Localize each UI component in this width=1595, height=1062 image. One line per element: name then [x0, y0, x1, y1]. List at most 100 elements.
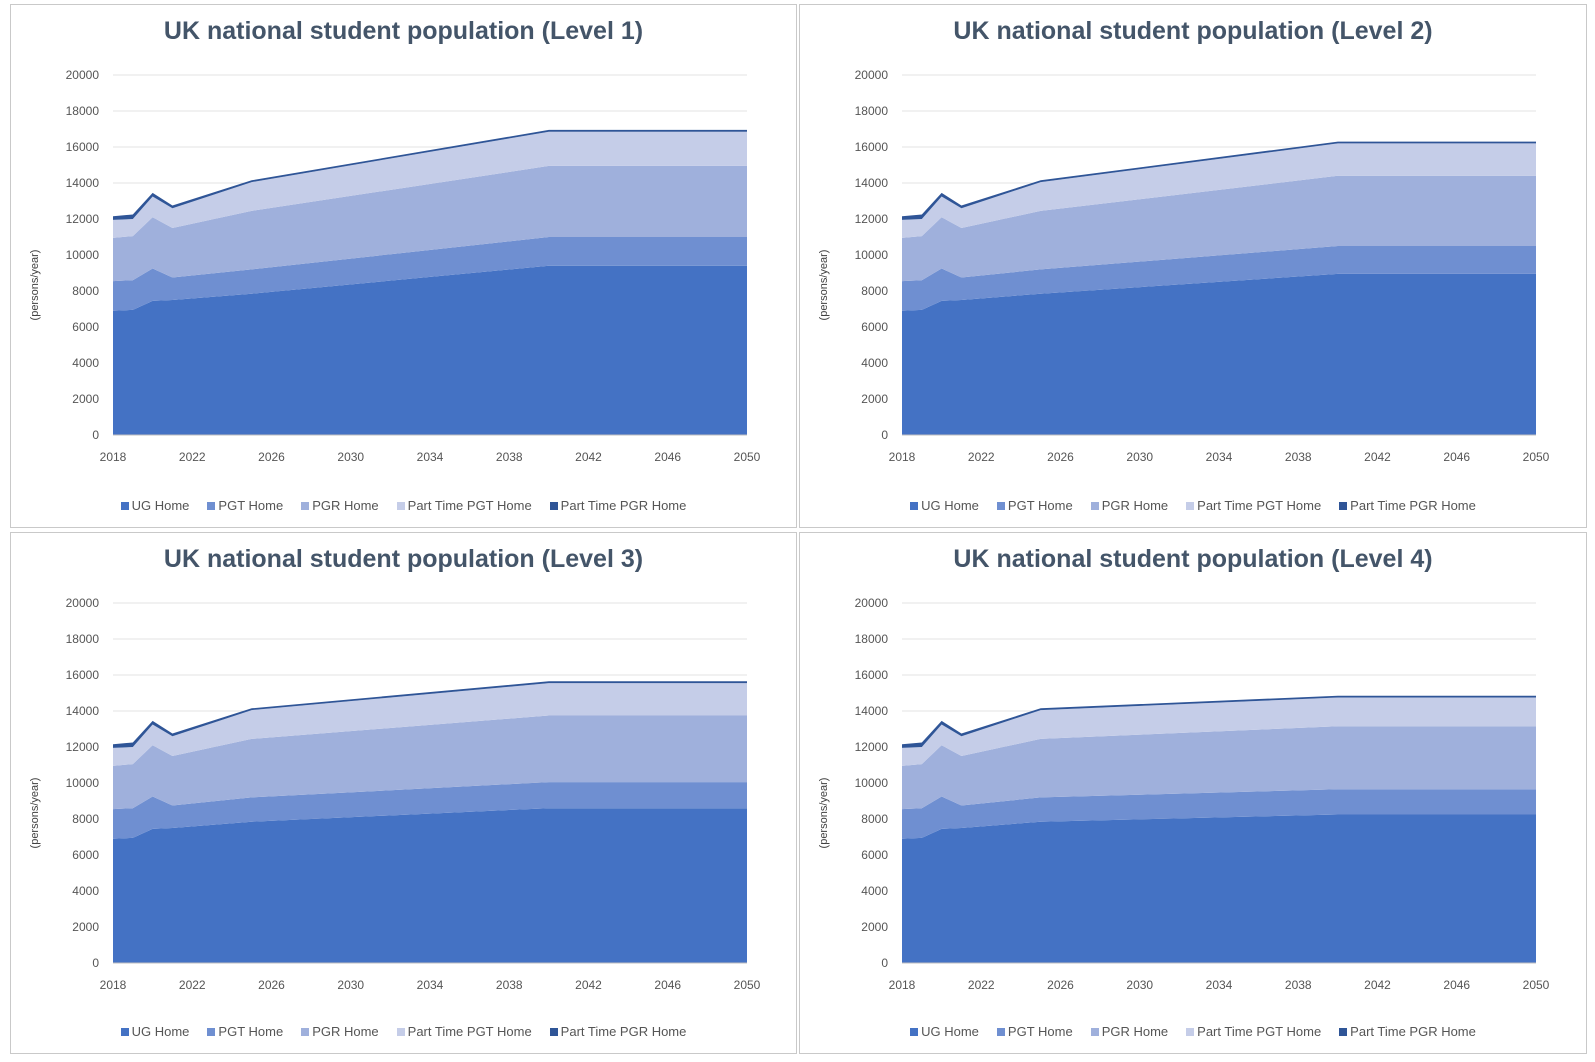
y-tick-label: 20000 [855, 68, 889, 82]
x-tick-label: 2042 [1364, 978, 1391, 992]
x-tick-label: 2030 [337, 450, 364, 464]
legend-label: UG Home [921, 498, 979, 513]
x-tick-label: 2034 [417, 450, 444, 464]
legend-item-ug-home: UG Home [120, 498, 190, 513]
legend: UG Home PGT Home PGR Home Part Time PGT … [11, 1024, 796, 1039]
x-tick-label: 2034 [1206, 978, 1233, 992]
legend-label: Part Time PGT Home [1197, 498, 1322, 513]
y-tick-label: 6000 [72, 848, 99, 862]
legend-swatch [396, 1027, 405, 1036]
area-part-time-pgr-home [902, 141, 1536, 220]
y-tick-label: 14000 [66, 704, 100, 718]
legend-label: PGR Home [1101, 1024, 1169, 1039]
legend-item-part-time-pgt-home: Part Time PGT Home [1186, 1024, 1321, 1039]
y-tick-label: 16000 [855, 668, 889, 682]
y-tick-label: 10000 [855, 248, 889, 262]
legend-label: Part Time PGR Home [1350, 1024, 1476, 1039]
x-tick-label: 2022 [179, 450, 206, 464]
y-tick-label: 4000 [72, 884, 99, 898]
legend-item-part-time-pgr-home: Part Time PGR Home [1339, 498, 1476, 513]
x-tick-label: 2046 [654, 450, 681, 464]
chart-panel-level-4: UK national student population (Level 4)… [799, 532, 1587, 1054]
x-tick-label: 2030 [337, 978, 364, 992]
legend-item-pgt-home: PGT Home [207, 498, 283, 513]
legend-label: PGR Home [312, 1024, 379, 1039]
y-tick-label: 4000 [72, 356, 99, 370]
y-tick-label: 12000 [66, 212, 100, 226]
y-tick-label: 2000 [861, 920, 888, 934]
y-tick-label: 2000 [861, 392, 888, 406]
x-tick-label: 2050 [1523, 450, 1550, 464]
area-part-time-pgr-home [902, 695, 1536, 748]
x-tick-label: 2030 [1126, 450, 1153, 464]
chart-title: UK national student population (Level 4) [953, 545, 1433, 573]
x-tick-label: 2018 [889, 978, 916, 992]
area-pgr-home [902, 175, 1536, 282]
x-tick-label: 2050 [1523, 978, 1550, 992]
legend-swatch [549, 501, 558, 510]
legend-swatch [1090, 1027, 1099, 1036]
legend-label: Part Time PGR Home [1350, 498, 1476, 513]
x-tick-label: 2030 [1126, 978, 1153, 992]
y-tick-label: 20000 [855, 596, 889, 610]
area-part-time-pgt-home [113, 683, 747, 766]
legend-swatch [910, 501, 919, 510]
legend-swatch [1339, 1027, 1348, 1036]
y-tick-label: 10000 [66, 776, 100, 790]
legend-swatch [301, 501, 310, 510]
area-ug-home [113, 808, 747, 963]
area-pgr-home [113, 715, 747, 810]
area-part-time-pgt-home [113, 131, 747, 238]
area-chart: 0 2000 4000 6000 8000 10000 12000 14000 16000 180… [66, 68, 761, 464]
x-tick-label: 2050 [734, 978, 761, 992]
legend: UG Home PGT Home PGR Home Part Time PGT … [800, 1024, 1586, 1039]
legend-label: Part Time PGR Home [560, 498, 687, 513]
area-pgr-home [902, 726, 1536, 810]
legend-label: Part Time PGT Home [407, 498, 532, 513]
y-tick-label: 10000 [66, 248, 100, 262]
y-tick-label: 8000 [72, 284, 99, 298]
legend-label: UG Home [921, 1024, 979, 1039]
x-tick-label: 2018 [100, 978, 127, 992]
legend-label: Part Time PGT Home [1197, 1024, 1322, 1039]
legend-swatch [996, 1027, 1005, 1036]
x-tick-label: 2038 [496, 450, 523, 464]
area-pgt-home [113, 237, 747, 311]
y-tick-label: 8000 [861, 284, 888, 298]
legend-swatch [207, 1027, 216, 1036]
x-tick-label: 2034 [417, 978, 444, 992]
legend-label: PGR Home [1101, 498, 1169, 513]
x-tick-label: 2046 [654, 978, 681, 992]
x-tick-label: 2038 [1285, 450, 1312, 464]
legend-swatch [1090, 501, 1099, 510]
legend-label: PGT Home [218, 1024, 284, 1039]
y-tick-label: 20000 [66, 596, 100, 610]
y-tick-label: 8000 [72, 812, 99, 826]
chart-title: UK national student population (Level 2) [953, 17, 1433, 45]
area-pgr-home [113, 165, 747, 282]
legend-label: PGR Home [312, 498, 379, 513]
x-tick-label: 2042 [575, 978, 602, 992]
y-tick-label: 0 [92, 956, 99, 970]
legend-label: UG Home [131, 498, 190, 513]
legend-item-pgr-home: PGR Home [1090, 1024, 1169, 1039]
area-ug-home [902, 273, 1536, 435]
y-tick-label: 6000 [72, 320, 99, 334]
legend-swatch [1186, 501, 1195, 510]
y-tick-label: 2000 [72, 920, 99, 934]
legend-swatch [1339, 501, 1348, 510]
legend-swatch [910, 1027, 919, 1036]
chart-title: UK national student population (Level 1) [163, 17, 644, 45]
x-tick-label: 2026 [1047, 978, 1074, 992]
x-tick-label: 2046 [1443, 450, 1470, 464]
legend-swatch [207, 501, 216, 510]
y-tick-label: 16000 [66, 668, 100, 682]
y-tick-label: 18000 [66, 104, 100, 118]
legend-item-pgr-home: PGR Home [301, 1024, 379, 1039]
legend-item-pgt-home: PGT Home [996, 1024, 1073, 1039]
y-tick-label: 6000 [861, 320, 888, 334]
y-tick-label: 18000 [855, 632, 889, 646]
x-tick-label: 2046 [1443, 978, 1470, 992]
legend-swatch [301, 1027, 310, 1036]
legend-label: PGT Home [1007, 498, 1073, 513]
